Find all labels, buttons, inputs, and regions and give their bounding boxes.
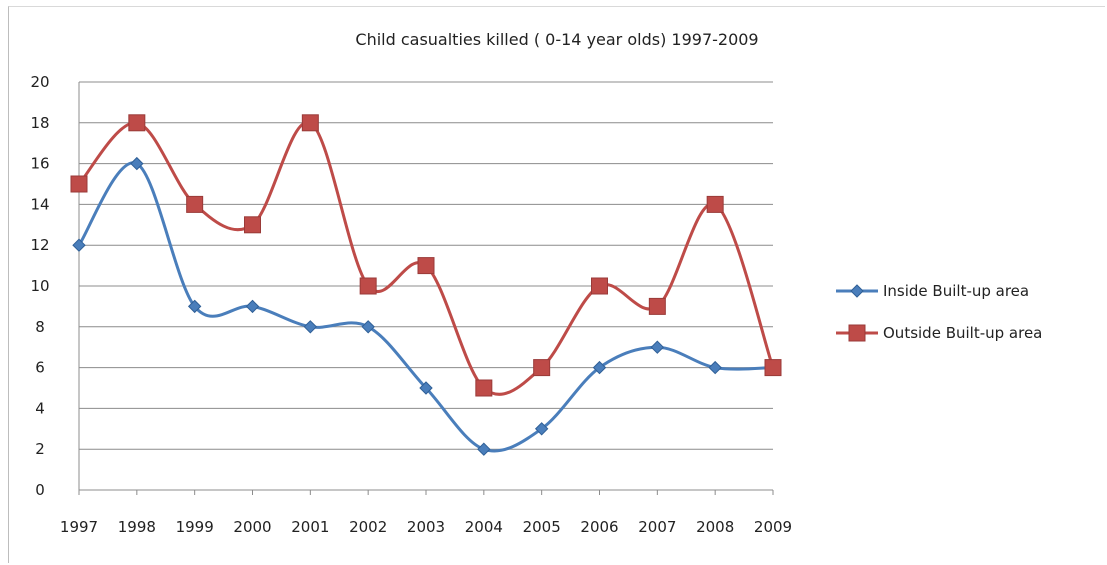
x-tick-label: 2002: [349, 518, 387, 536]
data-point: [534, 422, 549, 436]
data-point: [417, 257, 435, 275]
data-point: [419, 381, 433, 395]
legend-item: Outside Built-up area: [836, 324, 1042, 342]
data-point: [648, 297, 666, 315]
series-layer: [70, 114, 782, 456]
x-tick-label: 2005: [523, 518, 561, 536]
y-tick-label: 10: [30, 277, 49, 295]
x-tick-label: 1997: [60, 518, 98, 536]
legend-item: Inside Built-up area: [836, 282, 1029, 300]
data-point: [72, 238, 86, 252]
data-point: [186, 195, 204, 213]
legend-label: Inside Built-up area: [883, 282, 1029, 300]
x-tick-label: 2009: [754, 518, 792, 536]
x-tick-label: 1998: [118, 518, 156, 536]
legend-label: Outside Built-up area: [883, 324, 1042, 342]
data-point: [301, 114, 319, 132]
legend: Inside Built-up area Outside Built-up are…: [836, 282, 1042, 342]
data-point: [245, 299, 260, 314]
x-tick-label: 2008: [696, 518, 734, 536]
y-tick-label: 18: [30, 114, 49, 132]
data-point: [650, 340, 665, 354]
legend-marker: [850, 284, 864, 298]
data-point: [244, 216, 261, 234]
chart-title: Child casualties killed ( 0-14 year olds…: [355, 30, 758, 49]
series-line: [77, 161, 774, 453]
data-point: [128, 114, 146, 132]
data-point: [533, 359, 551, 377]
y-tick-label: 16: [30, 155, 49, 173]
data-point: [130, 156, 144, 171]
data-point: [592, 360, 607, 375]
x-tick-label: 2007: [638, 518, 676, 536]
data-point: [706, 195, 724, 213]
x-tick-label: 2000: [233, 518, 271, 536]
y-tick-label: 14: [30, 195, 49, 213]
x-axis-ticks: 1997 1998 1999 2000 2001 2002 2003 2004 2005 2006…: [60, 490, 792, 536]
data-point: [764, 359, 782, 377]
data-point: [70, 175, 88, 193]
y-axis-ticks: 0 2 4 6 8 10 12 14 16 18 20: [30, 73, 49, 499]
data-point: [187, 299, 202, 314]
data-point: [477, 442, 491, 456]
x-tick-label: 2003: [407, 518, 445, 536]
chart-frame: [8, 6, 1105, 563]
legend-marker: [848, 324, 866, 342]
data-point: [475, 379, 493, 397]
x-tick-label: 2006: [580, 518, 618, 536]
x-tick-label: 1999: [176, 518, 214, 536]
data-point: [361, 320, 375, 334]
x-tick-label: 2001: [291, 518, 329, 536]
data-point: [359, 277, 377, 295]
y-tick-label: 20: [30, 73, 49, 91]
series-inside-built-up-area: [72, 156, 780, 456]
data-point: [303, 320, 318, 334]
data-point: [591, 277, 608, 295]
y-tick-label: 6: [35, 359, 45, 377]
data-point: [708, 360, 722, 375]
y-tick-label: 2: [35, 440, 45, 458]
y-tick-label: 12: [30, 236, 49, 254]
y-tick-label: 8: [35, 318, 45, 336]
series-outside-built-up-area: [70, 114, 782, 397]
x-tick-label: 2004: [465, 518, 503, 536]
y-tick-label: 0: [35, 481, 45, 499]
y-tick-label: 4: [35, 399, 45, 417]
